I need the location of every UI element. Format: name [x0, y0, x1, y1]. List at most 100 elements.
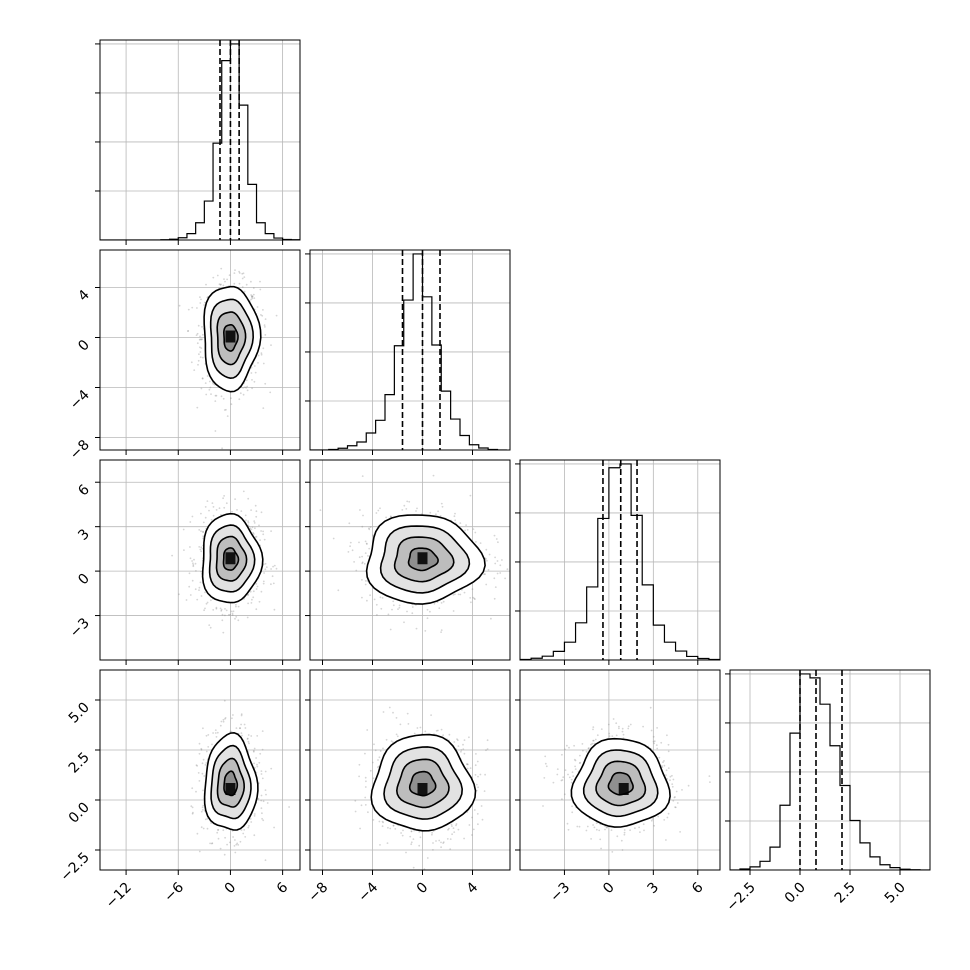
scatter-point [198, 529, 201, 531]
scatter-point [388, 706, 391, 709]
scatter-point [592, 739, 595, 742]
scatter-point [183, 549, 185, 551]
scatter-point [424, 630, 427, 632]
scatter-point [364, 752, 366, 755]
scatter-point [358, 763, 361, 766]
scatter-point [219, 284, 222, 286]
scatter-point [205, 602, 208, 605]
scatter-point [250, 602, 253, 604]
scatter-point [361, 579, 363, 581]
scatter-point [260, 314, 262, 316]
scatter-point [567, 828, 570, 831]
scatter-point [215, 607, 218, 610]
hist-frame-3 [729, 669, 931, 871]
scatter-point [410, 830, 413, 833]
scatter-point [231, 612, 234, 615]
scatter-point [225, 609, 228, 612]
scatter-point [224, 836, 227, 839]
scatter-point [435, 840, 437, 842]
scatter-point [477, 786, 479, 789]
scatter-point [264, 568, 267, 571]
scatter-point [209, 626, 212, 629]
scatter-point [250, 528, 253, 531]
scatter-point [223, 699, 226, 702]
scatter-point [459, 522, 462, 524]
scatter-point [234, 839, 236, 841]
scatter-point [223, 506, 226, 509]
scatter-point [198, 850, 201, 853]
scatter-point [202, 531, 205, 533]
scatter-point [190, 361, 193, 364]
scatter-point [669, 779, 671, 782]
scatter-point [207, 734, 210, 736]
scatter-point [392, 824, 395, 827]
scatter-point [210, 518, 213, 521]
scatter-point [198, 546, 201, 548]
scatter-point [413, 732, 416, 735]
scatter-point [239, 840, 242, 843]
scatter-point [264, 382, 267, 385]
scatter-point [378, 756, 381, 759]
contour-line [208, 524, 256, 593]
scatter-point [262, 347, 265, 350]
scatter-point [201, 377, 204, 380]
scatter-point [192, 565, 195, 568]
scatter-point [484, 773, 486, 776]
hist-panel-2 [520, 460, 720, 660]
scatter-point [442, 600, 445, 603]
scatter-point [485, 749, 487, 752]
scatter-point [204, 382, 207, 384]
scatter-point [234, 851, 237, 854]
scatter-point [256, 763, 258, 766]
scatter-point [361, 555, 363, 558]
scatter-point [218, 507, 221, 510]
scatter-point [426, 608, 429, 611]
scatter-point [437, 510, 439, 513]
scatter-point [200, 570, 203, 573]
scatter-point [255, 515, 258, 518]
scatter-point [251, 526, 254, 529]
scatter-point [275, 314, 278, 317]
scatter-point [250, 298, 253, 301]
scatter-point [387, 613, 390, 616]
scatter-point [262, 580, 265, 583]
scatter-point [261, 314, 264, 317]
scatter-point [222, 284, 225, 287]
scatter-point [638, 826, 640, 829]
scatter-point [196, 598, 199, 601]
scatter-point [247, 521, 250, 524]
scatter-point [199, 338, 202, 341]
scatter-point [369, 594, 371, 597]
scatter-point [221, 619, 224, 622]
scatter-point [259, 280, 261, 283]
scatter-point [253, 522, 256, 524]
scatter-point [208, 380, 211, 383]
scatter-point [222, 631, 225, 634]
contour-line [408, 770, 437, 797]
scatter-point [364, 580, 367, 582]
scatter-point [191, 515, 194, 518]
scatter-point [211, 842, 214, 844]
scatter-point [375, 603, 378, 606]
scatter-point [652, 735, 655, 738]
scatter-point [200, 512, 202, 515]
scatter-point [366, 729, 369, 731]
scatter-point [260, 794, 263, 797]
scatter-point [188, 585, 191, 588]
scatter-point [379, 750, 382, 752]
scatter-point [486, 739, 489, 742]
scatter-point [620, 839, 623, 842]
pair-panel-2-0 [100, 460, 300, 660]
scatter-point [198, 586, 201, 589]
scatter-point [238, 398, 241, 401]
scatter-point [377, 509, 380, 512]
scatter-point [431, 831, 433, 834]
scatter-point [235, 727, 238, 729]
scatter-point [474, 774, 477, 776]
scatter-point [223, 853, 226, 856]
scatter-point [242, 832, 245, 835]
scatter-point [240, 510, 243, 512]
scatter-point [247, 740, 250, 743]
scatter-point [594, 738, 597, 741]
scatter-point [406, 500, 409, 503]
